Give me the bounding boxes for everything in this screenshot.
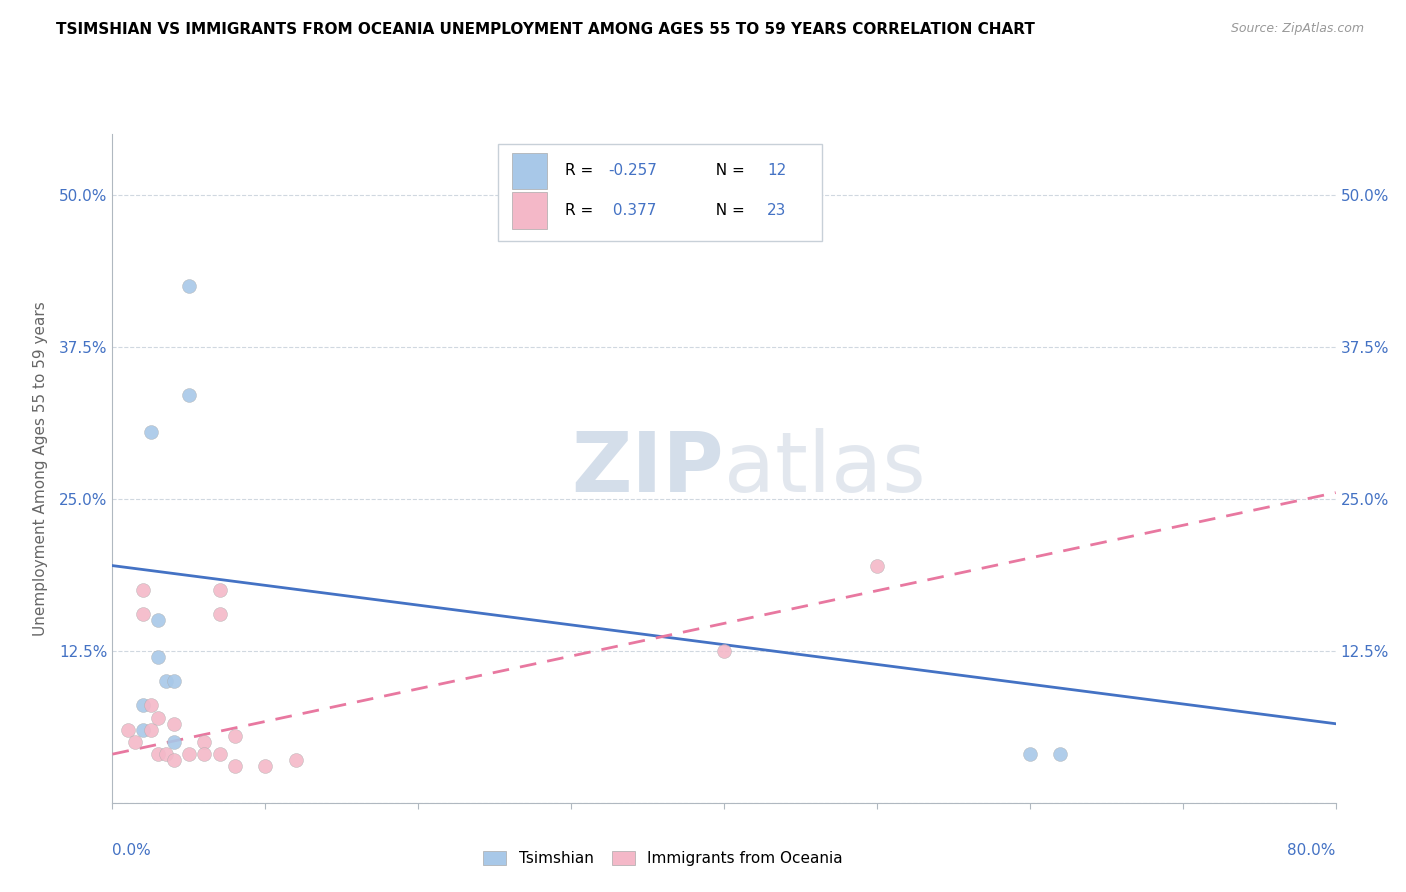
Point (117, 723, 139, 737)
Point (208, 747, 231, 761)
Text: 0.0%: 0.0% (112, 843, 152, 858)
Point (177, 747, 200, 761)
Text: N =: N = (706, 202, 749, 218)
Point (177, 278, 200, 293)
FancyBboxPatch shape (512, 153, 547, 189)
Text: R =: R = (565, 163, 598, 178)
Point (132, 582, 155, 597)
Text: 0.377: 0.377 (607, 202, 657, 218)
Point (124, 735, 146, 749)
Point (866, 558, 889, 573)
Point (148, 649, 170, 664)
Point (139, 698, 162, 713)
Point (1049, 747, 1071, 761)
Point (148, 747, 170, 761)
Point (132, 607, 155, 622)
Point (139, 723, 162, 737)
Point (132, 698, 155, 713)
Point (148, 613, 170, 627)
Point (208, 607, 231, 622)
Point (139, 425, 162, 439)
Text: Source: ZipAtlas.com: Source: ZipAtlas.com (1230, 22, 1364, 36)
Point (177, 388, 200, 402)
Point (713, 644, 735, 658)
Point (155, 747, 177, 761)
FancyBboxPatch shape (512, 192, 547, 229)
Point (148, 711, 170, 725)
Text: TSIMSHIAN VS IMMIGRANTS FROM OCEANIA UNEMPLOYMENT AMONG AGES 55 TO 59 YEARS CORR: TSIMSHIAN VS IMMIGRANTS FROM OCEANIA UNE… (56, 22, 1035, 37)
Text: N =: N = (706, 163, 749, 178)
Text: -0.257: -0.257 (607, 163, 657, 178)
Point (163, 735, 186, 749)
Point (163, 753, 186, 767)
Point (1018, 747, 1040, 761)
Text: ZIP: ZIP (572, 428, 724, 508)
Text: 12: 12 (766, 163, 786, 178)
Point (284, 753, 308, 767)
Point (132, 723, 155, 737)
Text: 23: 23 (766, 202, 786, 218)
FancyBboxPatch shape (498, 144, 823, 241)
Legend: Tsimshian, Immigrants from Oceania: Tsimshian, Immigrants from Oceania (477, 845, 849, 872)
Point (208, 582, 231, 597)
Text: R =: R = (565, 202, 598, 218)
Point (163, 674, 186, 689)
Point (163, 716, 186, 731)
Text: atlas: atlas (724, 428, 925, 508)
Point (224, 729, 246, 743)
Point (155, 674, 177, 689)
Point (224, 759, 246, 773)
Y-axis label: Unemployment Among Ages 55 to 59 years: Unemployment Among Ages 55 to 59 years (32, 301, 48, 636)
Point (193, 735, 215, 749)
Point (193, 747, 215, 761)
Text: 80.0%: 80.0% (1288, 843, 1336, 858)
Point (254, 759, 277, 773)
